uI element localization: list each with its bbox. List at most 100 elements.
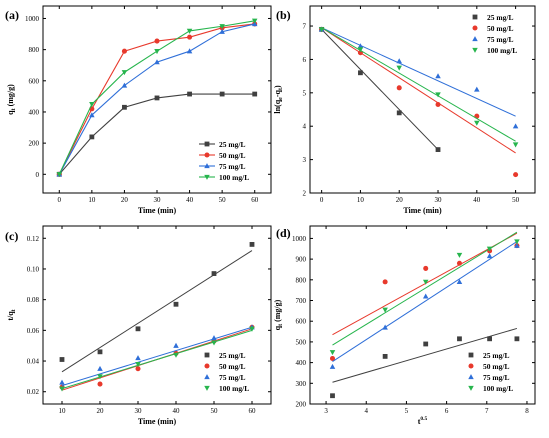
series-75-mg-L xyxy=(59,324,255,387)
data-point xyxy=(187,91,192,97)
fit-line xyxy=(61,326,253,387)
y-axis-label-part: t xyxy=(278,324,284,326)
y-tick-label: 0.02 xyxy=(27,388,40,396)
data-point xyxy=(512,142,519,148)
legend-entry: 75 mg/L xyxy=(483,373,509,382)
x-tick-label: 40 xyxy=(173,407,181,415)
data-point xyxy=(318,27,325,33)
data-point xyxy=(396,65,402,71)
series-25-mg-L xyxy=(59,242,255,373)
data-point xyxy=(456,252,463,258)
data-point xyxy=(219,24,225,30)
y-tick-label: 0 xyxy=(36,171,40,179)
x-tick-label: 30 xyxy=(135,407,143,415)
data-point xyxy=(211,335,217,341)
x-tick-label: 50 xyxy=(512,196,520,204)
data-point xyxy=(357,47,364,53)
y-axis-label-part: (mg/g) xyxy=(273,299,282,324)
legend-marker xyxy=(468,385,474,391)
data-point xyxy=(329,355,336,361)
data-point xyxy=(122,104,127,110)
data-point xyxy=(89,134,95,140)
y-axis-label-part: q xyxy=(6,110,15,115)
fit-line xyxy=(321,27,516,142)
legend: 25 mg/L 50 mg/L 75 mg/L 100 mg/L xyxy=(468,351,513,393)
legend-entry: 75 mg/L xyxy=(219,373,245,382)
y-tick-label: 0.04 xyxy=(27,358,40,366)
x-tick-label: 50 xyxy=(211,407,219,415)
y-tick-label: 600 xyxy=(29,77,40,85)
data-point xyxy=(251,18,258,24)
y-tick-label: 300 xyxy=(296,380,307,388)
y-tick-label: 200 xyxy=(296,401,307,409)
legend-marker xyxy=(204,363,210,369)
y-axis-label-part: (mg/g) xyxy=(6,84,15,109)
data-point xyxy=(396,58,402,64)
chart-panel-2: (b) 0 10 20 30 40 50 2 3 4 5 6 7 Time (min) ln(qe-qt) 2… xyxy=(273,5,536,215)
y-tick-label: 2 xyxy=(303,190,307,198)
fit-line xyxy=(332,241,518,362)
data-point xyxy=(249,242,255,247)
data-point xyxy=(121,48,127,54)
data-point xyxy=(456,279,463,285)
data-point xyxy=(329,350,336,356)
x-tick-label: 10 xyxy=(88,196,96,204)
x-tick-label: 8 xyxy=(525,407,529,415)
legend-marker xyxy=(472,14,478,20)
series-100-mg-L xyxy=(329,231,520,356)
data-point xyxy=(173,342,179,348)
x-axis-label: Time (min) xyxy=(138,206,177,215)
data-point xyxy=(219,91,225,97)
data-point xyxy=(457,336,462,342)
legend-entry: 25 mg/L xyxy=(219,351,245,360)
legend-entry: 100 mg/L xyxy=(487,46,517,55)
data-point xyxy=(121,70,128,76)
data-point xyxy=(396,85,402,91)
panel-label: (c) xyxy=(5,229,18,243)
y-axis-label-part: ln(q xyxy=(273,99,282,113)
y-tick-label: 400 xyxy=(29,108,40,116)
legend-marker xyxy=(468,363,474,369)
y-tick-label: 0.06 xyxy=(27,327,40,335)
y-tick-label: 800 xyxy=(296,276,307,284)
data-point xyxy=(357,43,364,49)
plot-frame xyxy=(309,225,536,405)
y-axis-label-part: t/q xyxy=(6,311,15,321)
legend-marker xyxy=(472,47,478,53)
series-25-mg-L xyxy=(330,327,520,399)
y-axis-label: qt (mg/g) xyxy=(273,299,284,330)
y-axis-label: qt (mg/g) xyxy=(6,84,17,115)
fit-line xyxy=(332,231,518,346)
data-point xyxy=(396,110,402,116)
y-axis-label: t/qt xyxy=(6,309,17,320)
legend-entry: 50 mg/L xyxy=(487,24,513,33)
plot-frame xyxy=(42,225,272,405)
x-tick-label: 20 xyxy=(396,196,404,204)
x-tick-label: 40 xyxy=(473,196,481,204)
legend-marker xyxy=(468,352,474,358)
y-tick-label: 400 xyxy=(296,359,307,367)
y-axis-label-part: t xyxy=(11,108,17,110)
legend-marker xyxy=(204,174,210,180)
data-point xyxy=(97,374,103,380)
legend: 25 mg/L 50 mg/L 75 mg/L 100 mg/L xyxy=(472,13,517,55)
data-point xyxy=(514,242,520,248)
x-tick-label: 0 xyxy=(320,196,324,204)
data-point xyxy=(382,324,388,330)
x-tick-label: 30 xyxy=(435,196,443,204)
data-point xyxy=(456,260,462,266)
y-tick-label: 0.12 xyxy=(27,235,40,243)
data-point xyxy=(486,246,493,252)
data-point xyxy=(173,352,179,358)
data-point xyxy=(121,82,128,88)
data-point xyxy=(211,271,217,276)
data-point xyxy=(513,172,519,178)
x-axis-label: t0.5 xyxy=(418,416,428,426)
legend-entry: 50 mg/L xyxy=(483,362,509,371)
data-point xyxy=(423,265,429,271)
legend-marker xyxy=(204,163,210,169)
data-point xyxy=(154,49,160,55)
x-tick-label: 40 xyxy=(186,196,194,204)
panel-label: (a) xyxy=(5,8,19,22)
series-100-mg-L xyxy=(59,326,255,392)
